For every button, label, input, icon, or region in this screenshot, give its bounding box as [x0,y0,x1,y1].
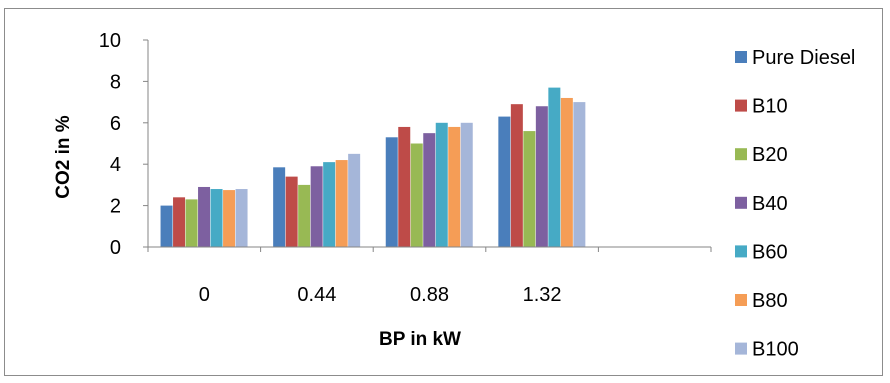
legend-item-b60: B60 [735,241,788,263]
legend-label: B10 [752,96,788,118]
legend-label: B20 [752,144,788,166]
legend: Pure Diesel B10 B20 B40 B60 B80 B100 [735,47,855,361]
bar-b100-1 [348,153,361,247]
legend-swatch [735,51,747,63]
bar-pure-diesel-3 [498,116,511,247]
y-tick-label: 0 [110,237,121,259]
y-tick-label: 4 [110,154,121,176]
y-tick-label: 6 [110,113,121,135]
legend-item-b10: B10 [735,96,788,118]
bar-b40-0 [198,186,211,247]
legend-swatch [735,245,747,258]
bar-pure-diesel-1 [273,167,286,247]
bar-b60-0 [210,189,223,247]
y-tick-label: 2 [110,196,121,218]
x-tick-label: 0.88 [410,284,449,306]
y-tick-label: 10 [99,30,121,52]
bar-b60-3 [548,87,561,247]
bar-b100-3 [573,102,586,247]
legend-swatch [735,99,747,112]
legend-item-pure-diesel: Pure Diesel [735,47,855,69]
legend-label: B60 [752,241,788,263]
x-tick-label: 0.44 [297,284,336,306]
bar-b80-3 [560,97,573,248]
bar-b20-0 [185,199,198,247]
bar-b20-1 [298,184,311,247]
legend-item-b20: B20 [735,144,788,166]
bar-pure-diesel-0 [160,205,173,247]
bar-b40-2 [423,133,436,247]
legend-swatch [735,294,747,306]
bar-b100-2 [460,122,473,247]
bar-b80-1 [335,160,348,247]
legend-item-b40: B40 [735,193,788,215]
bar-b40-3 [535,106,548,248]
y-tick-label: 8 [110,71,121,93]
bar-b80-2 [448,126,461,247]
bar-b10-1 [285,176,298,247]
legend-item-b100: B100 [735,339,799,361]
bar-b10-0 [173,197,186,247]
axes-group: 0 2 4 6 8 10 0 0.44 0.88 1.32 [99,30,712,306]
legend-item-b80: B80 [735,290,788,312]
legend-label: Pure Diesel [752,47,855,69]
y-axis-title: CO2 in % [53,115,74,199]
bar-b20-3 [523,131,536,247]
legend-label: B40 [752,193,788,215]
x-axis-title: BP in kW [379,329,461,350]
x-tick-label: 1.32 [523,284,562,306]
bar-b100-0 [235,189,248,247]
bar-b10-3 [510,104,523,247]
bar-b10-2 [398,126,411,247]
x-tick-label: 0 [199,284,210,306]
legend-label: B100 [752,339,799,361]
legend-swatch [735,196,747,209]
legend-swatch [735,342,747,355]
bar-b60-1 [323,162,336,247]
bar-b20-2 [410,143,423,247]
bar-b60-2 [435,122,448,247]
legend-swatch [735,148,747,161]
bar-b40-1 [310,166,323,247]
bars-group [160,87,586,248]
bar-b80-0 [223,190,236,247]
bar-pure-diesel-2 [385,137,398,247]
legend-label: B80 [752,290,788,312]
